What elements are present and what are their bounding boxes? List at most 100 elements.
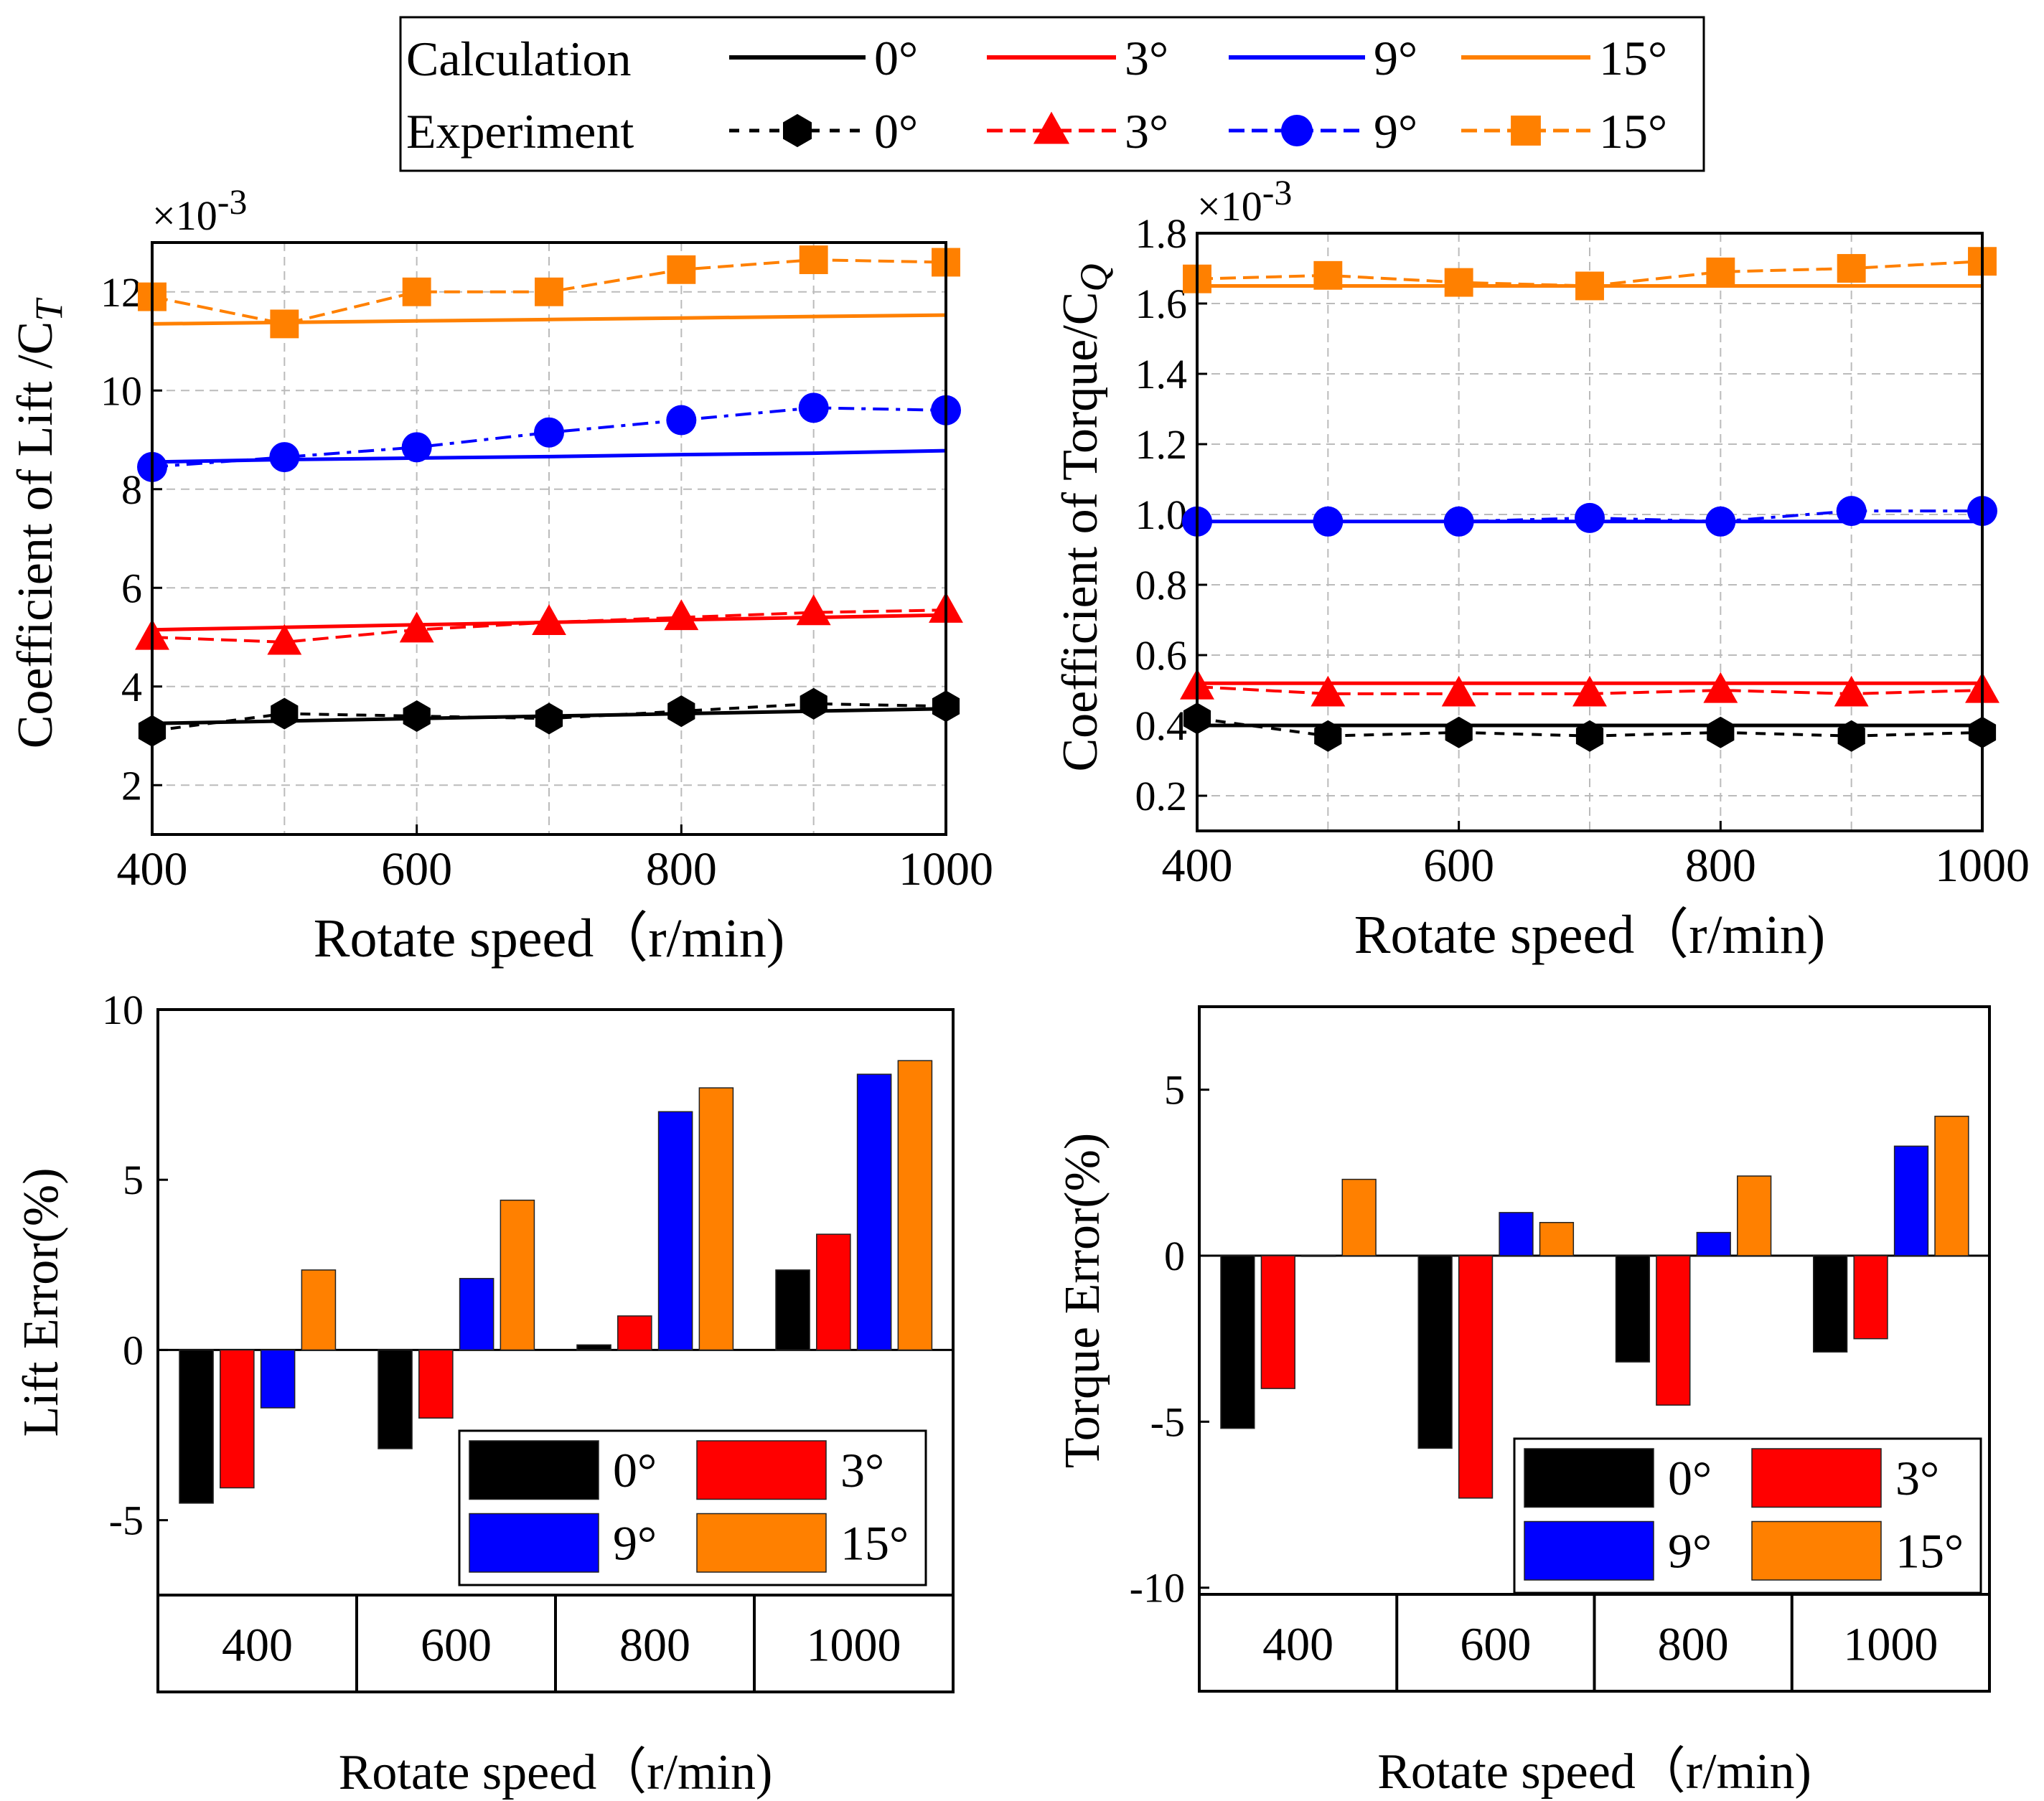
bar-0°-1000: [775, 1269, 810, 1351]
bar-9°-600: [1499, 1212, 1534, 1256]
exp-marker-0°: [535, 702, 563, 735]
bar-0°-600: [1417, 1255, 1453, 1449]
bar-15°-800: [698, 1087, 734, 1351]
bar-15°-1000: [897, 1060, 933, 1351]
x-tick-label: 600: [1423, 840, 1494, 892]
x-tick-label: 400: [117, 843, 188, 895]
legend-exp-marker-2: [1281, 115, 1313, 146]
exp-marker-0°: [1707, 716, 1735, 748]
bar-9°-800: [657, 1111, 693, 1351]
y-tick-label: 5: [123, 1157, 144, 1203]
category-label: 800: [619, 1619, 690, 1672]
exp-marker-15°: [1313, 260, 1343, 290]
y-axis-label-sub: T: [27, 297, 70, 321]
bar-3°-800: [1656, 1255, 1691, 1406]
bar-15°-800: [1737, 1175, 1772, 1256]
legend-frame: [399, 16, 1705, 172]
exp-marker-0°: [800, 687, 828, 720]
y-tick-label: 5: [1164, 1067, 1185, 1114]
exp-marker-3°: [1441, 675, 1476, 707]
category-label: 400: [222, 1619, 293, 1672]
bar-legend-swatch-1: [696, 1440, 827, 1500]
x-tick-label: 800: [646, 843, 717, 895]
category-label: 400: [1262, 1619, 1333, 1671]
exp-marker-9°: [798, 392, 829, 423]
y-tick-label: 1.6: [1135, 281, 1188, 327]
bar-legend-label-2: 9°: [1668, 1523, 1712, 1578]
exp-marker-9°: [534, 417, 564, 448]
exp-marker-9°: [666, 405, 697, 436]
y-tick-label: 0: [123, 1327, 144, 1373]
legend-calc-label-1: 3°: [1125, 31, 1168, 85]
category-label: 600: [421, 1619, 492, 1672]
bar-3°-800: [617, 1315, 652, 1351]
exp-marker-3°: [1572, 675, 1607, 707]
bar-15°-400: [1341, 1178, 1377, 1256]
plot-frame: [1196, 232, 1984, 832]
bar-legend-label-3: 15°: [840, 1515, 909, 1570]
x-tick-label: 800: [1685, 840, 1756, 892]
y-axis-label: Lift Error(%): [14, 1167, 69, 1436]
y-tick-label: 1.8: [1135, 210, 1188, 257]
exp-marker-9°: [1313, 506, 1344, 537]
exp-marker-9°: [1705, 506, 1736, 537]
bar-3°-400: [1260, 1255, 1295, 1389]
exp-marker-3°: [1834, 675, 1869, 707]
bar-0°-1000: [1813, 1255, 1848, 1353]
legend-exp-marker-1: [1033, 111, 1070, 144]
exp-marker-15°: [799, 245, 828, 275]
exp-marker-3°: [1311, 675, 1346, 707]
x-tick-label: 1000: [899, 843, 993, 895]
y-tick-label: 0.6: [1135, 632, 1188, 679]
lift-error-chart: -5 0 5 10 400 600 800 1000 0° 3° 9° 15° Rotate speed…: [14, 987, 955, 1800]
exp-marker-3°: [399, 611, 434, 643]
bar-0°-800: [1615, 1255, 1651, 1363]
plot-frame: [156, 1008, 955, 1693]
legend-calc-label-3: 15°: [1599, 31, 1667, 85]
bar-legend-label-2: 9°: [613, 1515, 657, 1570]
exp-marker-9°: [401, 432, 432, 463]
bar-legend-label-0: 0°: [613, 1443, 657, 1497]
y-axis-label-main: Coefficient of Torque/C: [1053, 291, 1108, 771]
y-axis-label-sub: Q: [1072, 263, 1115, 291]
bar-legend-swatch-2: [1524, 1520, 1654, 1581]
exp-marker-15°: [667, 255, 696, 284]
exp-marker-15°: [1444, 268, 1473, 297]
bar-legend-swatch-0: [1524, 1448, 1654, 1508]
legend-exp-marker-3: [1511, 116, 1541, 146]
legend-exp-label-2: 9°: [1374, 104, 1417, 159]
category-label: 800: [1658, 1619, 1729, 1671]
legend-exp-label-0: 0°: [874, 104, 918, 159]
bar-9°-600: [459, 1278, 494, 1351]
bar-0°-400: [179, 1349, 214, 1504]
y-tick-label: -5: [109, 1497, 144, 1544]
y-tick-label: -5: [1150, 1398, 1185, 1445]
y-tick-label: 0: [1164, 1233, 1185, 1279]
exp-marker-9°: [1836, 496, 1867, 527]
y-axis-label: Coefficient of Lift /CT: [8, 297, 70, 749]
bar-0°-400: [1220, 1255, 1255, 1429]
x-tick-label: 400: [1162, 840, 1233, 892]
y-tick-label: 8: [121, 466, 142, 513]
y-axis-label-main: Coefficient of Lift /C: [8, 321, 63, 749]
legend-calculation-label: Calculation: [406, 32, 631, 86]
bar-3°-600: [1458, 1255, 1494, 1499]
x-axis-label: Rotate speed（r/min): [1377, 1744, 1811, 1800]
bar-legend-label-1: 3°: [840, 1443, 884, 1497]
exp-marker-15°: [1837, 254, 1866, 283]
exp-marker-3°: [532, 604, 566, 636]
legend-exp-label-3: 15°: [1599, 104, 1667, 159]
plot-frame: [1198, 1005, 1991, 1693]
exp-marker-9°: [269, 442, 300, 473]
torque-coefficient-chart: 0.2 0.4 0.6 0.8 1.0 1.2 1.4 1.6 1.8 400 600 800 1000…: [1053, 172, 2030, 965]
y-axis-label: Coefficient of Torque/CQ: [1053, 263, 1115, 771]
y-tick-label: 1.0: [1135, 492, 1188, 538]
bar-0°-800: [576, 1344, 611, 1351]
y-tick-label: 0.8: [1135, 562, 1188, 608]
bar-15°-600: [1539, 1222, 1575, 1256]
exp-marker-0°: [1445, 716, 1473, 748]
bar-legend-swatch-2: [469, 1513, 599, 1573]
y-tick-label: 10: [102, 987, 144, 1033]
bar-legend-swatch-3: [696, 1513, 827, 1573]
